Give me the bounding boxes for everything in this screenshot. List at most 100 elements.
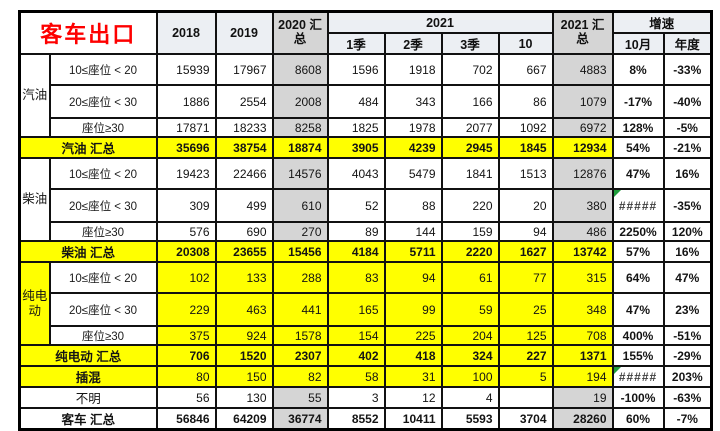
cell-oct xyxy=(497,386,554,409)
cell-oct: 1092 xyxy=(497,117,554,138)
cell-oct: 1845 xyxy=(497,136,554,159)
fuel-group-label: 汽油 xyxy=(18,53,51,138)
cell-growth-oct: 57% xyxy=(611,240,665,263)
fuel-group-label: 柴油 xyxy=(18,157,51,242)
table-row: 20≤座位 < 30 229 463 441 165 99 59 25 348 47% 23% xyxy=(20,292,713,327)
cell-q1: 1825 xyxy=(326,117,386,138)
table-row: 插混 80 150 82 58 31 100 5 194 ##### 203% xyxy=(18,365,713,388)
cell-growth-oct: ##### xyxy=(611,188,665,223)
cell-2021-total: 708 xyxy=(551,325,614,346)
cell-q1: 3 xyxy=(326,386,386,409)
seat-class-label: 10≤座位 < 20 xyxy=(48,261,158,294)
cell-q3: 166 xyxy=(440,84,500,119)
cell-growth-oct: 54% xyxy=(611,136,665,159)
table-body: 汽油 10≤座位 < 20 15939 17967 8608 1596 1918 702 667… xyxy=(18,53,713,431)
cell-2018: 19423 xyxy=(155,157,217,190)
row-summary-label: 不明 xyxy=(18,386,158,409)
header-row-1: 客车出口 2018 2019 2020 汇总 2021 2021 汇总 增速 xyxy=(18,10,713,55)
table-row: 汽油 汇总 35696 38754 18874 3905 4239 2945 1845 1293… xyxy=(18,136,713,159)
row-summary-label: 纯电动 汇总 xyxy=(18,344,158,367)
cell-oct: 125 xyxy=(497,325,554,346)
cell-2019: 17967 xyxy=(214,53,274,86)
seat-class-label: 10≤座位 < 20 xyxy=(48,53,158,86)
table-row: 座位≥30 576 690 270 89 144 159 94 486 2250% 120% xyxy=(20,221,713,242)
cell-growth-year: -51% xyxy=(662,325,713,346)
cell-growth-year: 16% xyxy=(662,157,713,190)
cell-q1: 402 xyxy=(326,344,386,367)
cell-2019: 690 xyxy=(214,221,274,242)
cell-q1: 165 xyxy=(326,292,386,327)
cell-q1: 154 xyxy=(326,325,386,346)
cell-q3: 5593 xyxy=(440,407,500,431)
cell-2019: 64209 xyxy=(214,407,274,431)
cell-2018: 15939 xyxy=(155,53,217,86)
cell-q2: 1918 xyxy=(383,53,443,86)
bus-export-report: 客车出口 2018 2019 2020 汇总 2021 2021 汇总 增速 1… xyxy=(18,10,714,431)
cell-growth-year: 23% xyxy=(662,292,713,327)
row-summary-label: 柴油 汇总 xyxy=(18,240,158,263)
cell-q2: 418 xyxy=(383,344,443,367)
cell-q2: 1978 xyxy=(383,117,443,138)
cell-2018: 309 xyxy=(155,188,217,223)
cell-2020-total: 610 xyxy=(271,188,329,223)
cell-oct: 227 xyxy=(497,344,554,367)
cell-2018: 17871 xyxy=(155,117,217,138)
col-header-growth-oct: 10月 xyxy=(611,32,665,55)
cell-2021-total: 6972 xyxy=(551,117,614,138)
table-row: 纯电动 10≤座位 < 20 102 133 288 83 94 61 77 315 64% 47% xyxy=(18,261,713,346)
cell-growth-oct: 47% xyxy=(611,292,665,327)
col-header-2018: 2018 xyxy=(155,10,217,55)
cell-2019: 2554 xyxy=(214,84,274,119)
cell-q2: 144 xyxy=(383,221,443,242)
error-indicator-triangle-icon xyxy=(614,368,621,374)
seat-class-label: 座位≥30 xyxy=(48,117,158,138)
cell-q3: 2945 xyxy=(440,136,500,159)
cell-2019: 23655 xyxy=(214,240,274,263)
cell-2018: 102 xyxy=(155,261,217,294)
cell-oct: 20 xyxy=(497,188,554,223)
cell-growth-year: -35% xyxy=(662,188,713,223)
cell-q2: 225 xyxy=(383,325,443,346)
row-summary-label: 客车 汇总 xyxy=(18,407,158,431)
cell-growth-year: 203% xyxy=(662,365,713,388)
table-row: 座位≥30 17871 18233 8258 1825 1978 2077 1092 6972 1… xyxy=(20,117,713,138)
cell-q1: 89 xyxy=(326,221,386,242)
cell-2020-total: 441 xyxy=(271,292,329,327)
cell-growth-year: -33% xyxy=(662,53,713,86)
cell-q2: 5711 xyxy=(383,240,443,263)
col-header-2019: 2019 xyxy=(214,10,274,55)
cell-q1: 4043 xyxy=(326,157,386,190)
cell-q1: 3905 xyxy=(326,136,386,159)
cell-q3: 2077 xyxy=(440,117,500,138)
col-header-2021-total: 2021 汇总 xyxy=(551,10,614,55)
cell-growth-oct: 400% xyxy=(611,325,665,346)
table-row: 不明 56 130 55 3 12 4 19 -100% -63% xyxy=(18,386,713,409)
cell-2021-total: 4883 xyxy=(551,53,614,86)
cell-growth-oct: 47% xyxy=(611,157,665,190)
cell-growth-year: -7% xyxy=(662,407,713,431)
cell-q2: 10411 xyxy=(383,407,443,431)
cell-q3: 1841 xyxy=(440,157,500,190)
row-summary-label: 汽油 汇总 xyxy=(18,136,158,159)
cell-growth-oct: 128% xyxy=(611,117,665,138)
cell-oct: 1513 xyxy=(497,157,554,190)
col-header-q3: 3季 xyxy=(440,32,500,55)
col-header-2021: 2021 xyxy=(326,10,554,34)
cell-2020-total: 2008 xyxy=(271,84,329,119)
cell-2019: 499 xyxy=(214,188,274,223)
cell-2021-total: 380 xyxy=(551,188,614,223)
cell-q1: 52 xyxy=(326,188,386,223)
cell-q3: 2220 xyxy=(440,240,500,263)
col-header-2020-total: 2020 汇总 xyxy=(271,10,329,55)
cell-2018: 229 xyxy=(155,292,217,327)
cell-2018: 20308 xyxy=(155,240,217,263)
seat-class-label: 20≤座位 < 30 xyxy=(48,188,158,223)
cell-2019: 463 xyxy=(214,292,274,327)
cell-growth-year: -5% xyxy=(662,117,713,138)
table-row: 纯电动 汇总 706 1520 2307 402 418 324 227 1371 155% -29… xyxy=(18,344,713,367)
cell-growth-year: -21% xyxy=(662,136,713,159)
cell-growth-oct: 2250% xyxy=(611,221,665,242)
cell-oct: 94 xyxy=(497,221,554,242)
cell-q3: 204 xyxy=(440,325,500,346)
cell-oct: 25 xyxy=(497,292,554,327)
